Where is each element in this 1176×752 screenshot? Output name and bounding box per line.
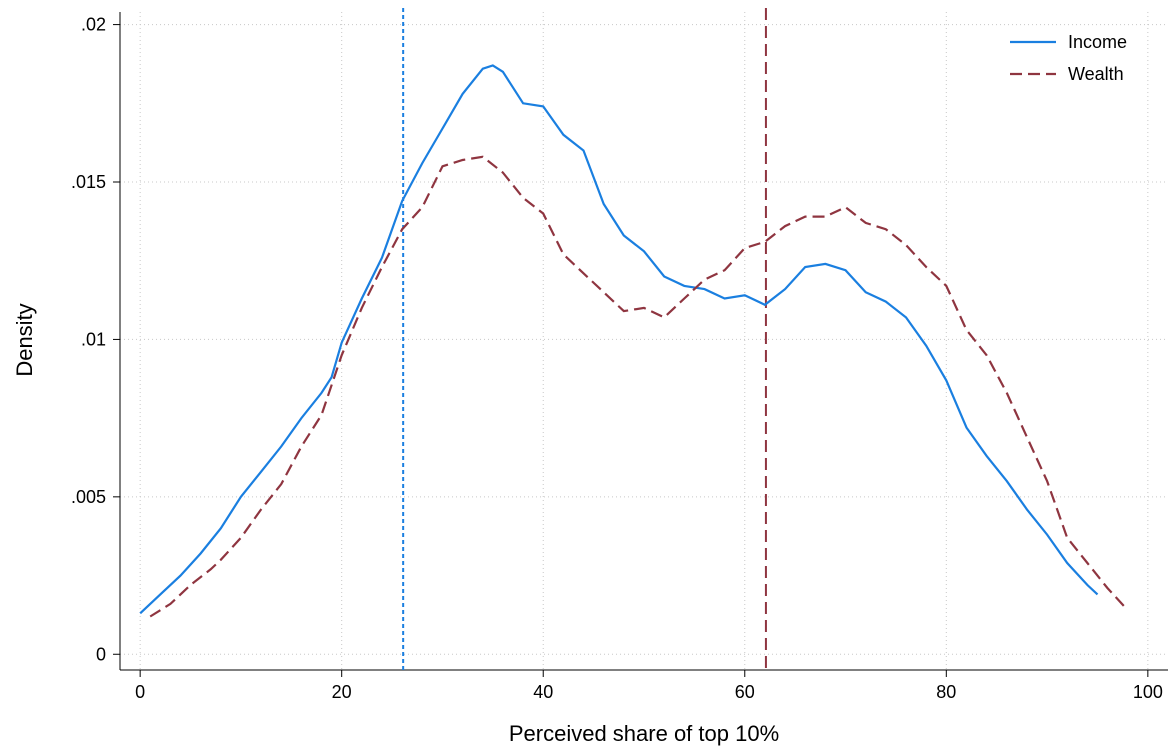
x-tick-label: 40 [533,682,553,702]
legend-label: Wealth [1068,64,1124,84]
legend-label: Income [1068,32,1127,52]
y-tick-label: 0 [96,644,106,664]
y-axis-label: Density [12,303,37,376]
y-tick-label: .005 [71,487,106,507]
x-tick-label: 100 [1133,682,1163,702]
y-tick-label: .015 [71,172,106,192]
x-tick-label: 60 [735,682,755,702]
x-tick-label: 20 [332,682,352,702]
x-tick-label: 0 [135,682,145,702]
series-line [149,155,1129,618]
y-tick-label: .01 [81,329,106,349]
x-tick-label: 80 [936,682,956,702]
x-axis-label: Perceived share of top 10% [509,721,779,746]
y-tick-label: .02 [81,15,106,35]
series-line [139,64,1099,615]
